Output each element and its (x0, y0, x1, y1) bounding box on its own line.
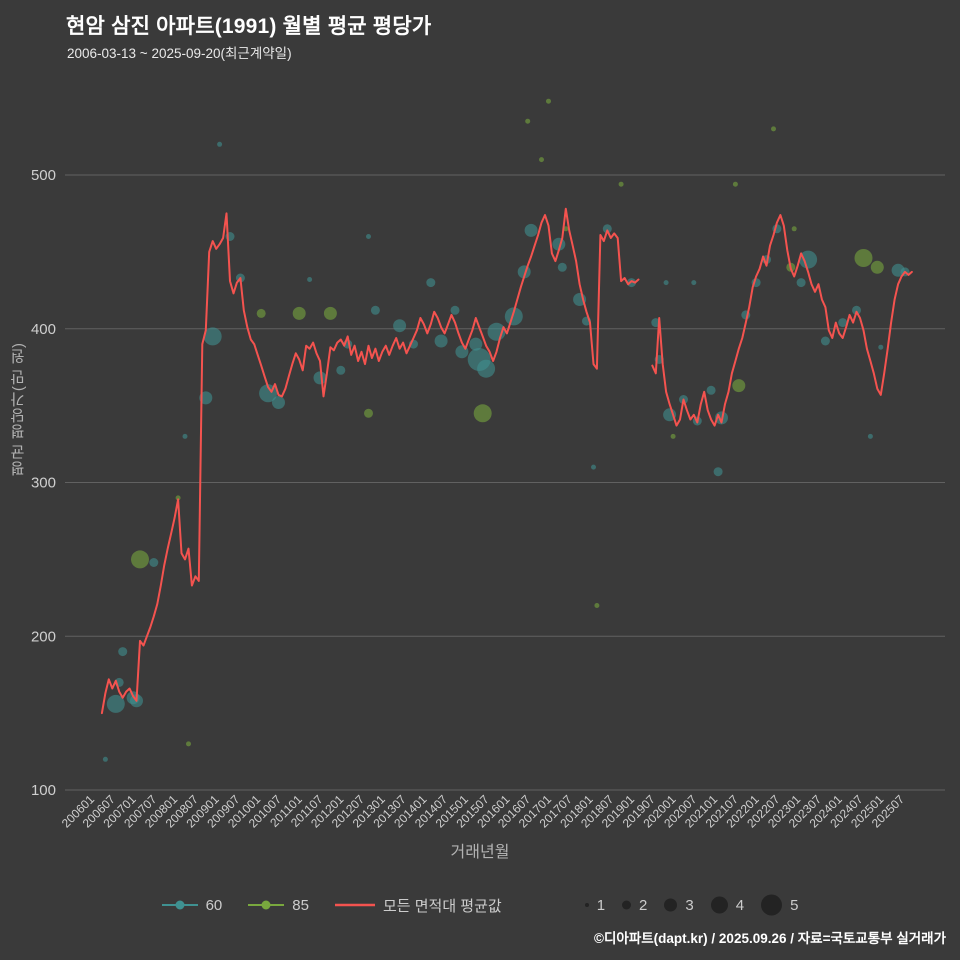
size-legend-item-3: 3 (663, 893, 694, 917)
scatter-point-60[interactable] (182, 433, 188, 439)
legend-item-85[interactable]: 85 (248, 897, 309, 914)
legend-label-85: 85 (292, 896, 309, 914)
scatter-point-85[interactable] (323, 306, 337, 320)
scatter-point-85[interactable] (473, 404, 492, 423)
scatter-point-60[interactable] (663, 280, 669, 286)
scatter-point-60[interactable] (469, 337, 483, 351)
size-5-circle-icon (761, 894, 783, 916)
scatter-point-60[interactable] (118, 647, 128, 657)
scatter-point-85[interactable] (292, 306, 306, 320)
scatter-point-85[interactable] (546, 98, 551, 104)
legend-label-average: 모든 면적대 평균값 (382, 897, 502, 915)
scatter-point-85[interactable] (186, 741, 191, 747)
page-title: 현암 삼진 아파트(1991) 월별 평균 평당가 (66, 15, 432, 38)
size-legend: 1 2 3 4 5 (584, 893, 798, 917)
legend-label-60: 60 (205, 896, 223, 914)
scatter-point-60[interactable] (272, 396, 285, 409)
scatter-point-60[interactable] (217, 141, 223, 147)
scatter-point-60[interactable] (426, 278, 436, 288)
size-2-circle-icon (622, 900, 632, 910)
legend-item-average-line[interactable]: 모든 면적대 평균값 (334, 895, 502, 916)
date-range-subtitle: 2006-03-13 ~ 2025-09-20(최근계약일) (67, 46, 292, 61)
size-legend-item-2: 2 (621, 893, 647, 917)
scatter-point-60[interactable] (796, 278, 806, 288)
red-line-marker-icon (334, 903, 375, 907)
scatter-point-60[interactable] (820, 336, 830, 346)
size-legend-item-4: 4 (710, 893, 744, 917)
scatter-point-60[interactable] (602, 224, 612, 234)
size-legend-item-1: 1 (584, 893, 605, 917)
scatter-point-85[interactable] (732, 181, 738, 187)
size-legend-item-5: 5 (760, 893, 798, 917)
y-axis-label: 평균 평당가(만 원) (10, 342, 27, 477)
scatter-point-60[interactable] (307, 277, 313, 282)
scatter-point-60[interactable] (524, 223, 538, 237)
scatter-point-85[interactable] (175, 495, 181, 501)
y-tick-label: 400 (31, 321, 56, 338)
size-legend-label: 4 (735, 896, 745, 914)
scatter-point-85[interactable] (256, 308, 266, 318)
scatter-point-60[interactable] (477, 359, 496, 378)
scatter-point-85[interactable] (594, 603, 600, 608)
scatter-point-60[interactable] (106, 694, 125, 713)
scatter-point-60[interactable] (557, 262, 567, 272)
scatter-point-60[interactable] (393, 319, 407, 333)
scatter-point-60[interactable] (149, 558, 159, 567)
size-legend-label: 3 (685, 896, 694, 914)
legend: 60 85 모든 면적대 평균값 1 2 3 4 (0, 893, 960, 917)
green-series-marker-icon (248, 900, 285, 910)
scatter-point-85[interactable] (131, 550, 149, 569)
scatter-point-60[interactable] (366, 234, 371, 239)
scatter-point-60[interactable] (102, 756, 108, 762)
y-tick-label: 500 (31, 167, 56, 184)
scatter-point-85[interactable] (525, 118, 531, 124)
scatter-point-60[interactable] (336, 365, 346, 375)
y-tick-label: 200 (31, 628, 56, 645)
y-tick-label: 300 (31, 475, 56, 492)
scatter-point-60[interactable] (867, 433, 873, 439)
scatter-point-85[interactable] (870, 260, 884, 274)
scatter-point-85[interactable] (791, 226, 797, 232)
scatter-point-60[interactable] (799, 250, 818, 269)
legend-item-60[interactable]: 60 (161, 896, 223, 914)
size-1-circle-icon (584, 903, 589, 907)
scatter-point-60[interactable] (713, 467, 723, 477)
scatter-point-85[interactable] (539, 157, 544, 163)
teal-series-marker-icon (161, 900, 198, 910)
scatter-point-60[interactable] (450, 305, 460, 315)
scatter-point-85[interactable] (732, 379, 746, 393)
scatter-point-60[interactable] (591, 464, 596, 470)
scatter-point-60[interactable] (691, 280, 697, 286)
scatter-point-60[interactable] (878, 344, 884, 350)
scatter-point-85[interactable] (364, 408, 373, 418)
scatter-point-60[interactable] (838, 318, 848, 328)
price-chart-plot[interactable]: 1002003004005002006012006072007012007072… (0, 0, 960, 870)
scatter-point-60[interactable] (434, 334, 448, 348)
scatter-point-60[interactable] (504, 307, 523, 326)
scatter-point-60[interactable] (370, 305, 380, 315)
y-tick-label: 100 (31, 782, 56, 799)
scatter-point-85[interactable] (670, 433, 676, 439)
size-3-circle-icon (664, 898, 678, 912)
scatter-point-85[interactable] (854, 249, 873, 267)
size-legend-label: 2 (639, 896, 648, 914)
scatter-point-60[interactable] (313, 371, 327, 385)
size-4-circle-icon (710, 896, 728, 914)
average-price-line[interactable] (100, 207, 913, 715)
x-axis-label: 거래년월 (450, 844, 510, 861)
scatter-point-60[interactable] (203, 327, 222, 346)
scatter-point-60[interactable] (706, 385, 716, 395)
scatter-point-60[interactable] (627, 278, 636, 288)
size-legend-label: 1 (596, 896, 606, 914)
scatter-point-85[interactable] (771, 126, 776, 132)
scatter-point-60[interactable] (852, 305, 861, 315)
size-legend-label: 5 (790, 896, 799, 914)
scatter-point-85[interactable] (618, 181, 624, 187)
source-credit: ©디아파트(dapt.kr) / 2025.09.26 / 자료=국토교통부 실… (594, 931, 946, 946)
